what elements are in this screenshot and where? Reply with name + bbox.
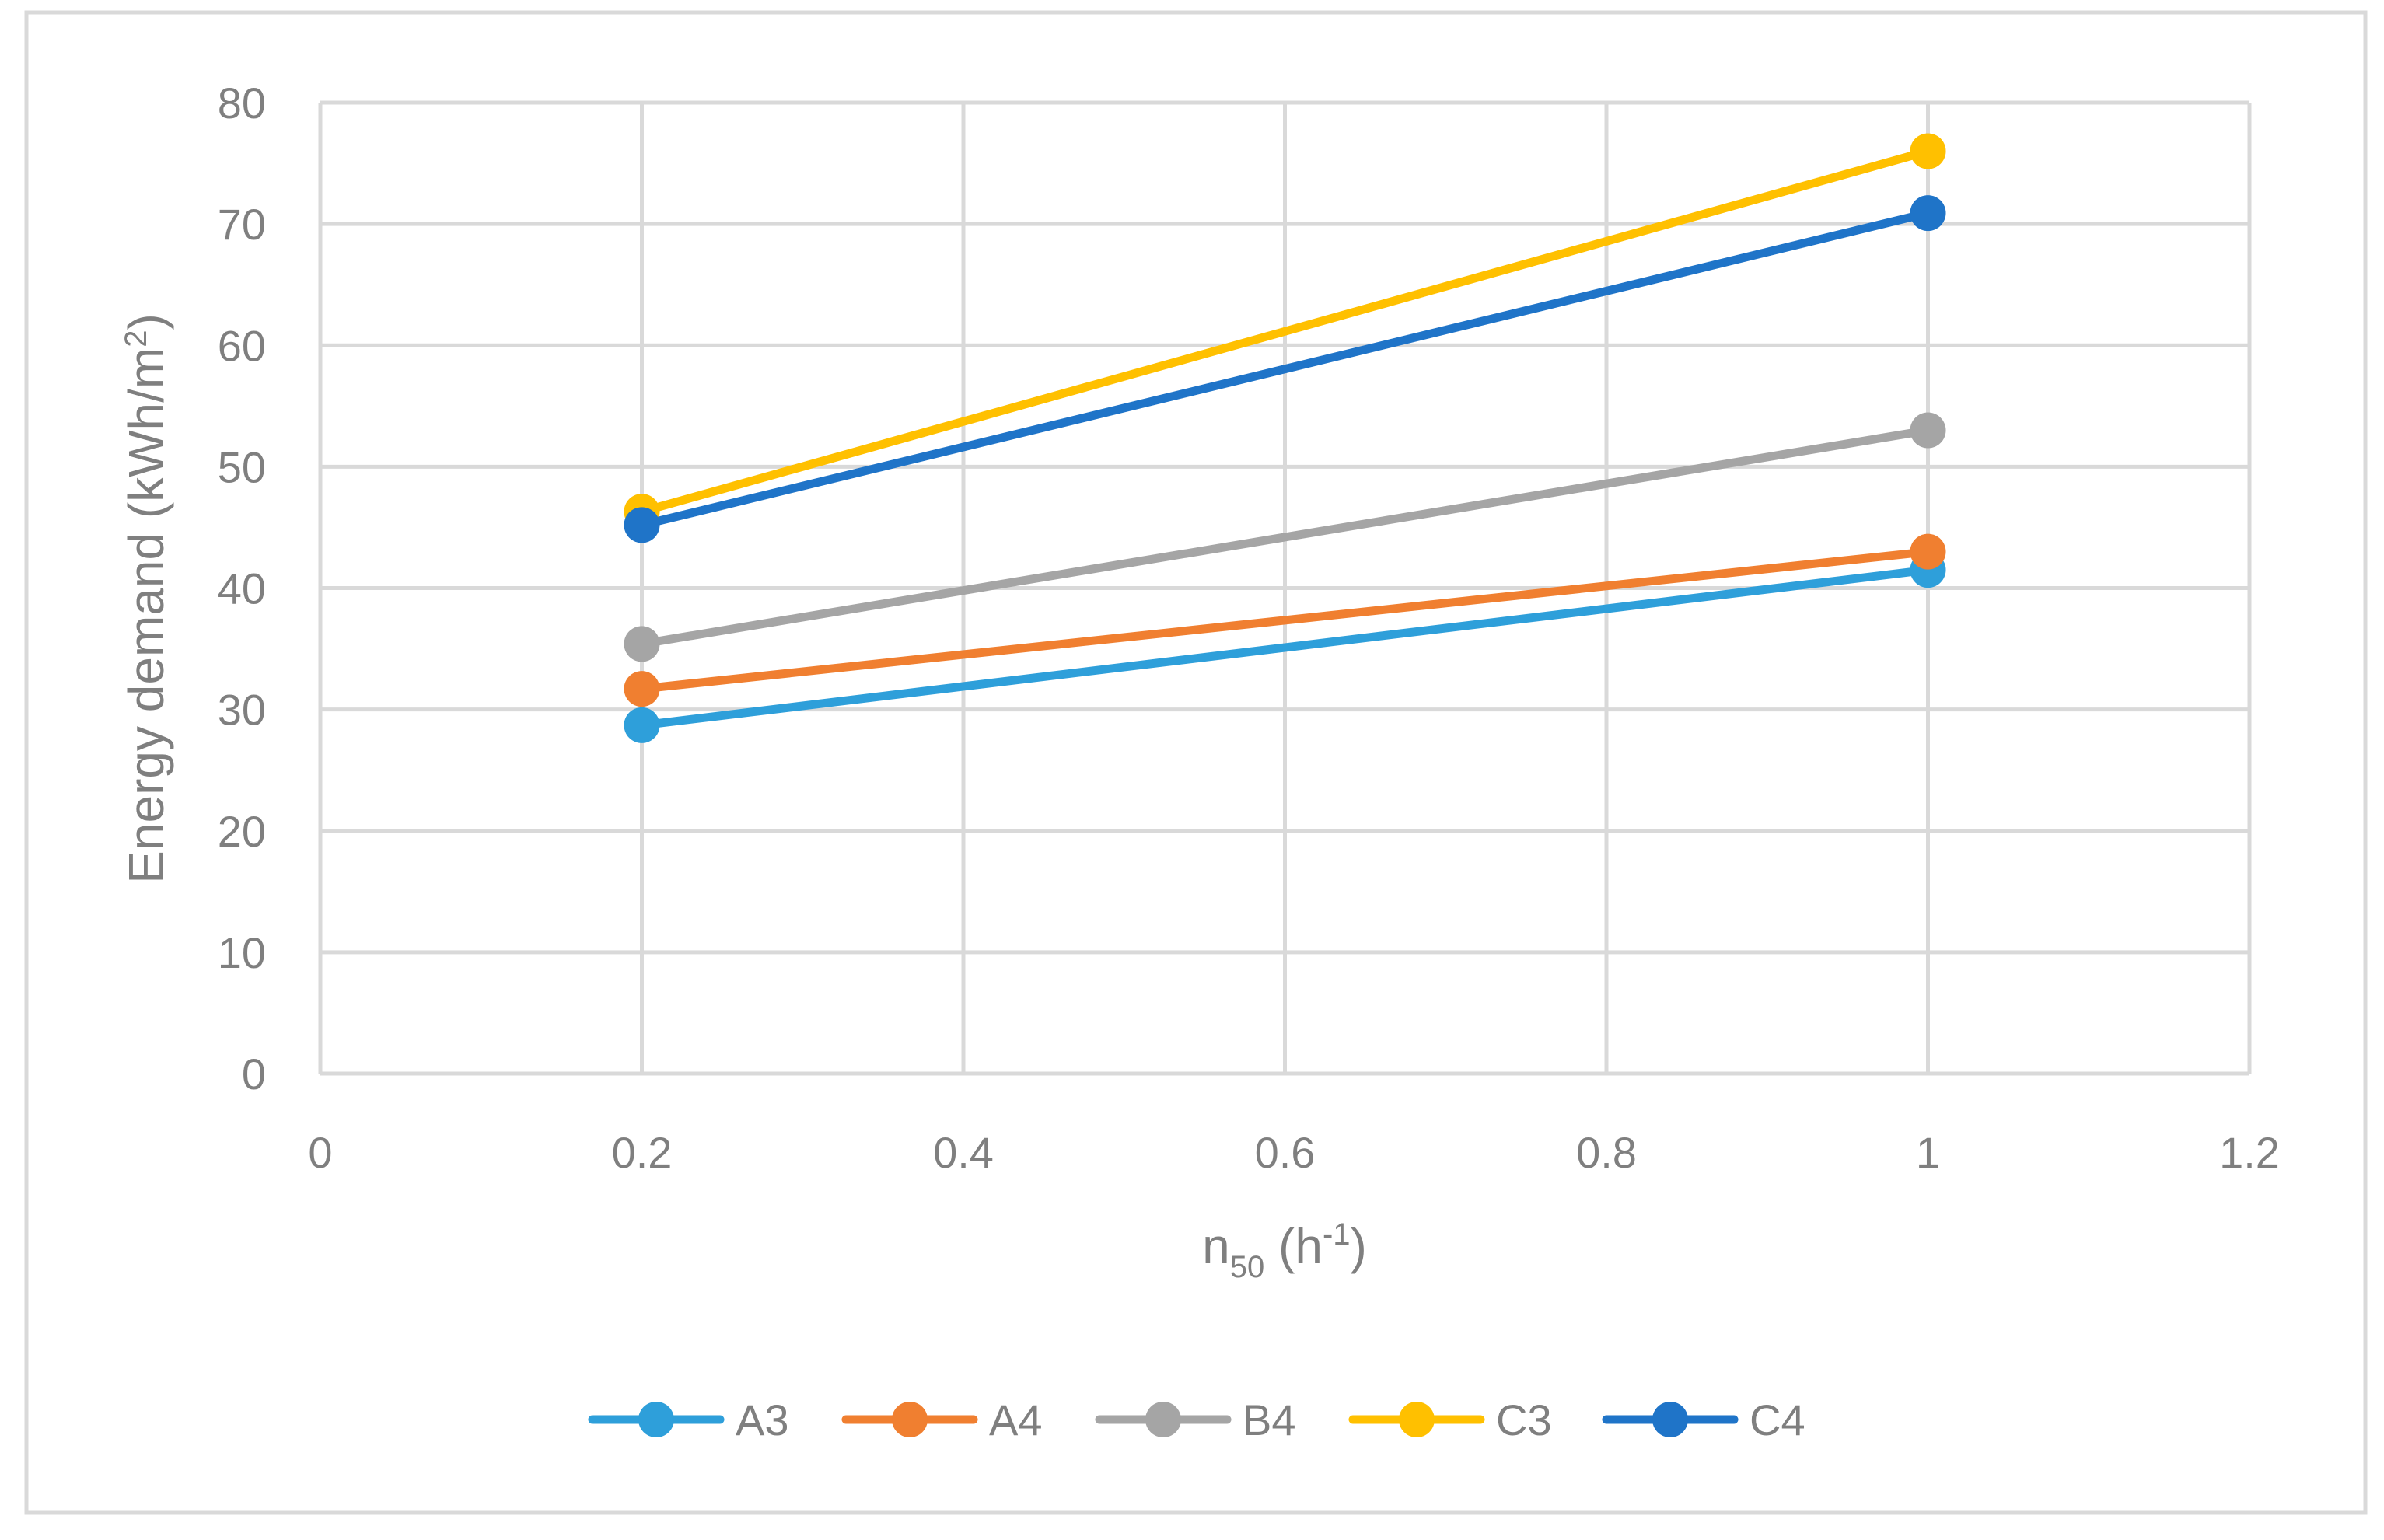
x-axis-title-sub: 50 (1230, 1250, 1265, 1284)
y-tick-label: 20 (218, 807, 266, 856)
legend-label: C3 (1496, 1395, 1552, 1444)
series-line-c4 (638, 208, 1932, 529)
y-tick-label: 30 (218, 686, 266, 735)
x-tick-label: 1.2 (2219, 1128, 2280, 1177)
y-tick-label: 10 (218, 928, 266, 977)
x-tick-label: 0.4 (933, 1128, 994, 1177)
x-axis-title-sup: -1 (1323, 1217, 1351, 1252)
data-point-c4 (624, 507, 660, 543)
legend-item-c3: C3 (1348, 1395, 1552, 1444)
legend: A3 A4 B4 C3 C4 (588, 1395, 1805, 1444)
y-axis-title-end: ) (118, 313, 174, 330)
chart-border (24, 10, 2368, 1515)
y-tick-label: 60 (218, 321, 266, 370)
legend-item-c4: C4 (1602, 1395, 1805, 1444)
series-line-a4 (638, 547, 1932, 693)
data-point-b4 (624, 626, 660, 662)
x-tick-label: 1 (1916, 1128, 1940, 1177)
legend-marker (1145, 1402, 1181, 1437)
legend-item-a4: A4 (841, 1395, 1043, 1444)
y-tick-label: 50 (218, 442, 266, 491)
y-axis-title: Energy demand (kWh/m2) (118, 313, 174, 884)
x-tick-label: 0.6 (1255, 1128, 1316, 1177)
data-point-a4 (1910, 533, 1946, 570)
data-point-a4 (624, 671, 660, 707)
data-point-c3 (1910, 133, 1946, 169)
data-point-a3 (624, 707, 660, 743)
x-tick-label: 0.2 (612, 1128, 673, 1177)
y-tick-label: 40 (218, 564, 266, 613)
x-tick-label: 0.8 (1576, 1128, 1637, 1177)
legend-marker (638, 1402, 674, 1437)
tick-labels: 0 0.2 0.4 0.6 0.8 1 1.2 0 10 20 30 40 50 60 70 80 (218, 79, 2280, 1177)
legend-label: B4 (1243, 1395, 1296, 1444)
legend-label: A4 (989, 1395, 1043, 1444)
series-c4 (624, 195, 1946, 543)
y-axis-title-base: Energy demand (kWh/m (118, 347, 174, 884)
legend-item-a3: A3 (588, 1395, 789, 1444)
y-tick-label: 0 (242, 1049, 266, 1098)
data-point-c4 (1910, 195, 1946, 232)
x-axis-title-end: ) (1351, 1218, 1367, 1274)
x-tick-label: 0 (308, 1128, 332, 1177)
x-axis-title-mid: (h (1264, 1218, 1323, 1274)
series-lines (624, 133, 1946, 743)
series-line-a3 (638, 565, 1932, 730)
y-axis-title-sup: 2 (119, 330, 153, 347)
x-axis-title: n50 (h-1) (1202, 1217, 1367, 1284)
legend-marker (1652, 1402, 1688, 1437)
series-line-c3 (638, 146, 1932, 516)
legend-label: C4 (1750, 1395, 1805, 1444)
y-tick-label: 70 (218, 200, 266, 249)
series-a4 (624, 533, 1946, 707)
series-line-b4 (638, 426, 1932, 648)
legend-marker (1399, 1402, 1435, 1437)
data-point-b4 (1910, 412, 1946, 449)
series-b4 (624, 412, 1946, 662)
legend-item-b4: B4 (1095, 1395, 1296, 1444)
y-tick-label: 80 (218, 79, 266, 127)
axes (318, 103, 2249, 1076)
legend-label: A3 (736, 1395, 789, 1444)
legend-marker (892, 1402, 928, 1437)
x-axis-title-base: n (1202, 1218, 1230, 1274)
